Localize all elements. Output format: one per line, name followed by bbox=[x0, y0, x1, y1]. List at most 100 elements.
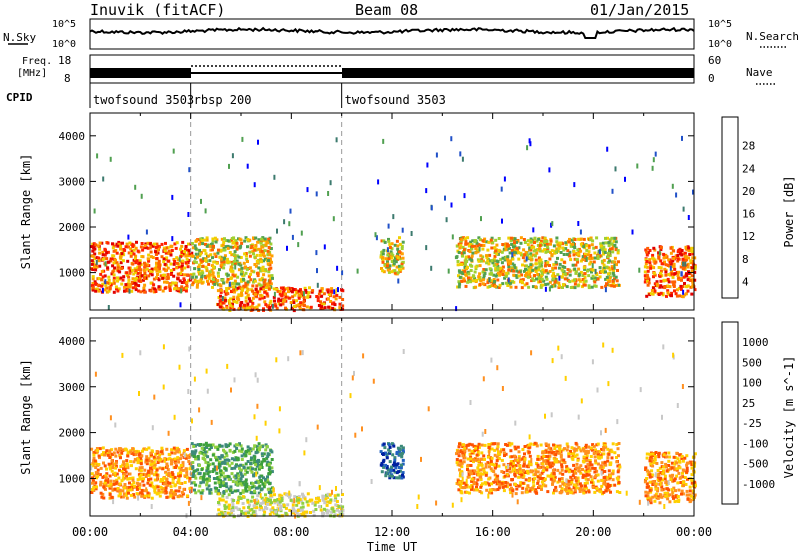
echo-cell bbox=[131, 476, 135, 480]
echo-cell bbox=[288, 289, 292, 293]
echo-cell bbox=[489, 456, 492, 460]
echo-cell bbox=[234, 464, 238, 468]
echo-cell bbox=[226, 273, 230, 277]
echo-cell bbox=[269, 299, 273, 303]
echo-cell bbox=[273, 291, 276, 297]
echo-cell bbox=[280, 494, 284, 498]
echo-cell bbox=[333, 498, 337, 502]
echo-cell bbox=[502, 481, 506, 485]
echo-cell bbox=[400, 252, 404, 256]
echo-cell bbox=[229, 267, 233, 271]
echo-cell bbox=[190, 283, 194, 287]
echo-cell bbox=[184, 467, 188, 471]
echo-cell bbox=[185, 470, 189, 474]
echo-cell bbox=[118, 488, 122, 492]
echo-cell bbox=[215, 471, 219, 475]
echo-cell bbox=[180, 267, 184, 271]
echo-cell bbox=[216, 476, 220, 479]
echo-cell bbox=[392, 262, 396, 266]
echo-cell bbox=[283, 297, 287, 301]
echo-cell bbox=[127, 491, 130, 495]
echo-cell bbox=[655, 280, 659, 284]
echo-cell bbox=[504, 248, 508, 251]
echo-cell bbox=[616, 251, 620, 255]
echo-cell bbox=[114, 461, 118, 465]
echo-cell bbox=[531, 285, 535, 289]
echo-cell bbox=[390, 252, 394, 256]
echo-cell bbox=[230, 509, 234, 513]
echo-cell bbox=[224, 500, 228, 504]
echo-cell bbox=[395, 476, 399, 480]
echo-cell bbox=[224, 298, 227, 302]
echo-cell bbox=[690, 292, 694, 296]
echo-cell bbox=[219, 479, 222, 483]
echo-cell bbox=[189, 472, 193, 476]
echo-cell bbox=[481, 255, 485, 259]
echo-cell bbox=[149, 269, 153, 273]
echo-cell bbox=[657, 256, 661, 260]
echo-cell bbox=[233, 300, 237, 303]
echo-cell bbox=[612, 269, 616, 273]
echo-cell bbox=[254, 467, 258, 471]
echo-cell bbox=[515, 246, 519, 250]
echo-cell bbox=[250, 507, 254, 511]
echo-cell bbox=[561, 272, 565, 276]
echo-cell bbox=[217, 501, 220, 504]
echo-cell bbox=[214, 255, 218, 258]
echo-cell bbox=[155, 242, 159, 246]
echo-cell bbox=[153, 464, 157, 468]
echo-cell bbox=[468, 485, 472, 489]
echo-cell bbox=[262, 243, 265, 247]
echo-cell bbox=[211, 462, 215, 466]
echo-cell bbox=[226, 272, 229, 278]
echo-cell bbox=[202, 453, 206, 457]
echo-cell bbox=[204, 460, 208, 464]
echo-cell bbox=[288, 508, 292, 512]
echo-cell bbox=[94, 268, 98, 272]
echo-cell bbox=[498, 272, 502, 276]
echo-cell bbox=[401, 256, 405, 260]
echo-cell bbox=[222, 266, 226, 270]
echo-cell bbox=[499, 448, 503, 452]
echo-cell bbox=[473, 469, 477, 473]
echo-cell bbox=[322, 302, 326, 306]
echo-cell bbox=[577, 466, 581, 470]
echo-cell bbox=[576, 479, 580, 483]
echo-cell bbox=[220, 263, 224, 267]
echo-cell bbox=[232, 307, 236, 311]
echo-cell bbox=[395, 471, 399, 475]
echo-cell bbox=[173, 260, 177, 263]
echo-cell bbox=[222, 257, 226, 261]
echo-cell bbox=[222, 240, 226, 244]
echo-cell bbox=[251, 289, 254, 293]
echo-cell bbox=[145, 462, 149, 466]
echo-cell bbox=[527, 273, 531, 277]
echo-cell bbox=[320, 305, 324, 309]
echo-cell bbox=[381, 269, 385, 273]
echo-cell bbox=[603, 266, 607, 270]
echo-cell bbox=[157, 285, 161, 289]
echo-cell bbox=[470, 479, 474, 483]
echo-cell bbox=[228, 513, 232, 517]
echo-cell bbox=[290, 307, 294, 311]
echo-cell bbox=[182, 487, 186, 491]
echo-cell bbox=[460, 465, 464, 469]
echo-cell bbox=[488, 462, 492, 466]
echo-cell bbox=[270, 501, 273, 505]
echo-cell bbox=[254, 293, 257, 297]
echo-cell bbox=[192, 469, 196, 473]
echo-cell bbox=[321, 496, 325, 500]
echo-cell bbox=[91, 268, 95, 271]
echo-cell bbox=[216, 513, 219, 517]
echo-cell bbox=[184, 261, 188, 265]
echo-cell bbox=[244, 299, 248, 303]
echo-cell bbox=[256, 448, 259, 452]
echo-cell bbox=[223, 296, 227, 300]
echo-cell bbox=[614, 275, 618, 279]
echo-cell bbox=[225, 505, 229, 509]
echo-cell bbox=[396, 256, 400, 260]
echo-cell bbox=[337, 505, 341, 509]
echo-cell bbox=[234, 443, 238, 447]
echo-cell bbox=[269, 493, 273, 497]
echo-cell bbox=[237, 464, 241, 468]
